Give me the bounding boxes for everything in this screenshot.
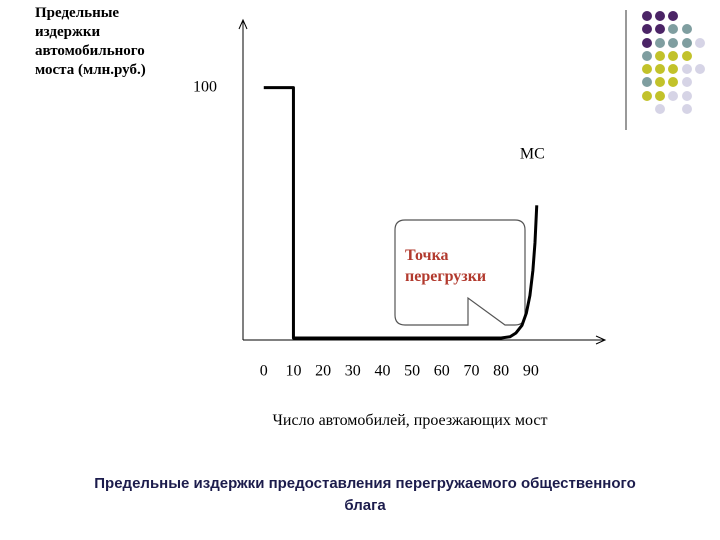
x-axis-arrow <box>595 335 607 345</box>
decor-dots <box>642 11 705 114</box>
x-tick-label: 60 <box>434 363 450 380</box>
chart-title: Предельные издержки предоставления перег… <box>94 475 636 514</box>
line <box>263 86 539 340</box>
y-axis-arrow <box>238 18 248 30</box>
y-tick-label: 100 <box>193 78 217 95</box>
x-tick-label: 50 <box>404 363 420 380</box>
x-tick-label: 70 <box>463 363 479 380</box>
x-axis-title: Число автомобилей, проезжающих мост <box>272 412 548 429</box>
x-tick-label: 0 <box>260 363 268 380</box>
y-axis-title: Предельные издержки автомобильного моста… <box>35 5 146 78</box>
series-label: MC <box>520 146 545 163</box>
x-tick-label: 10 <box>285 363 301 380</box>
x-tick-label: 20 <box>315 363 331 380</box>
x-tick-label: 40 <box>374 363 390 380</box>
annotation: Точка перегрузки <box>405 247 487 285</box>
x-tick-label: 30 <box>345 363 361 380</box>
x-tick-label: 90 <box>523 363 539 380</box>
x-tick-label: 80 <box>493 363 509 380</box>
